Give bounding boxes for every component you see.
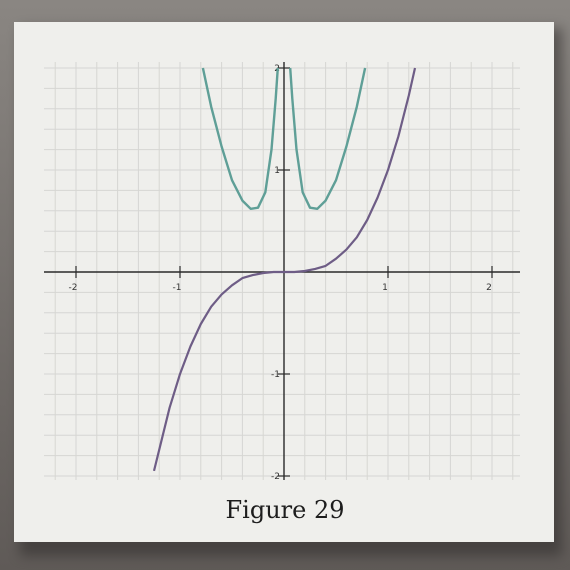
teal-curve-left-branch — [201, 67, 279, 210]
y-tick-label: 1 — [274, 166, 280, 176]
teal-curve-right-branch — [289, 67, 367, 210]
x-tick-label: -2 — [69, 283, 78, 293]
purple-cubic-curve — [152, 67, 417, 472]
y-tick-label: -1 — [271, 370, 280, 380]
x-tick-label: 2 — [486, 283, 492, 293]
x-tick-label: -1 — [173, 283, 182, 293]
x-tick-label: 1 — [382, 283, 388, 293]
figure-caption: Figure 29 — [225, 496, 345, 524]
y-tick-label: -2 — [271, 472, 280, 482]
